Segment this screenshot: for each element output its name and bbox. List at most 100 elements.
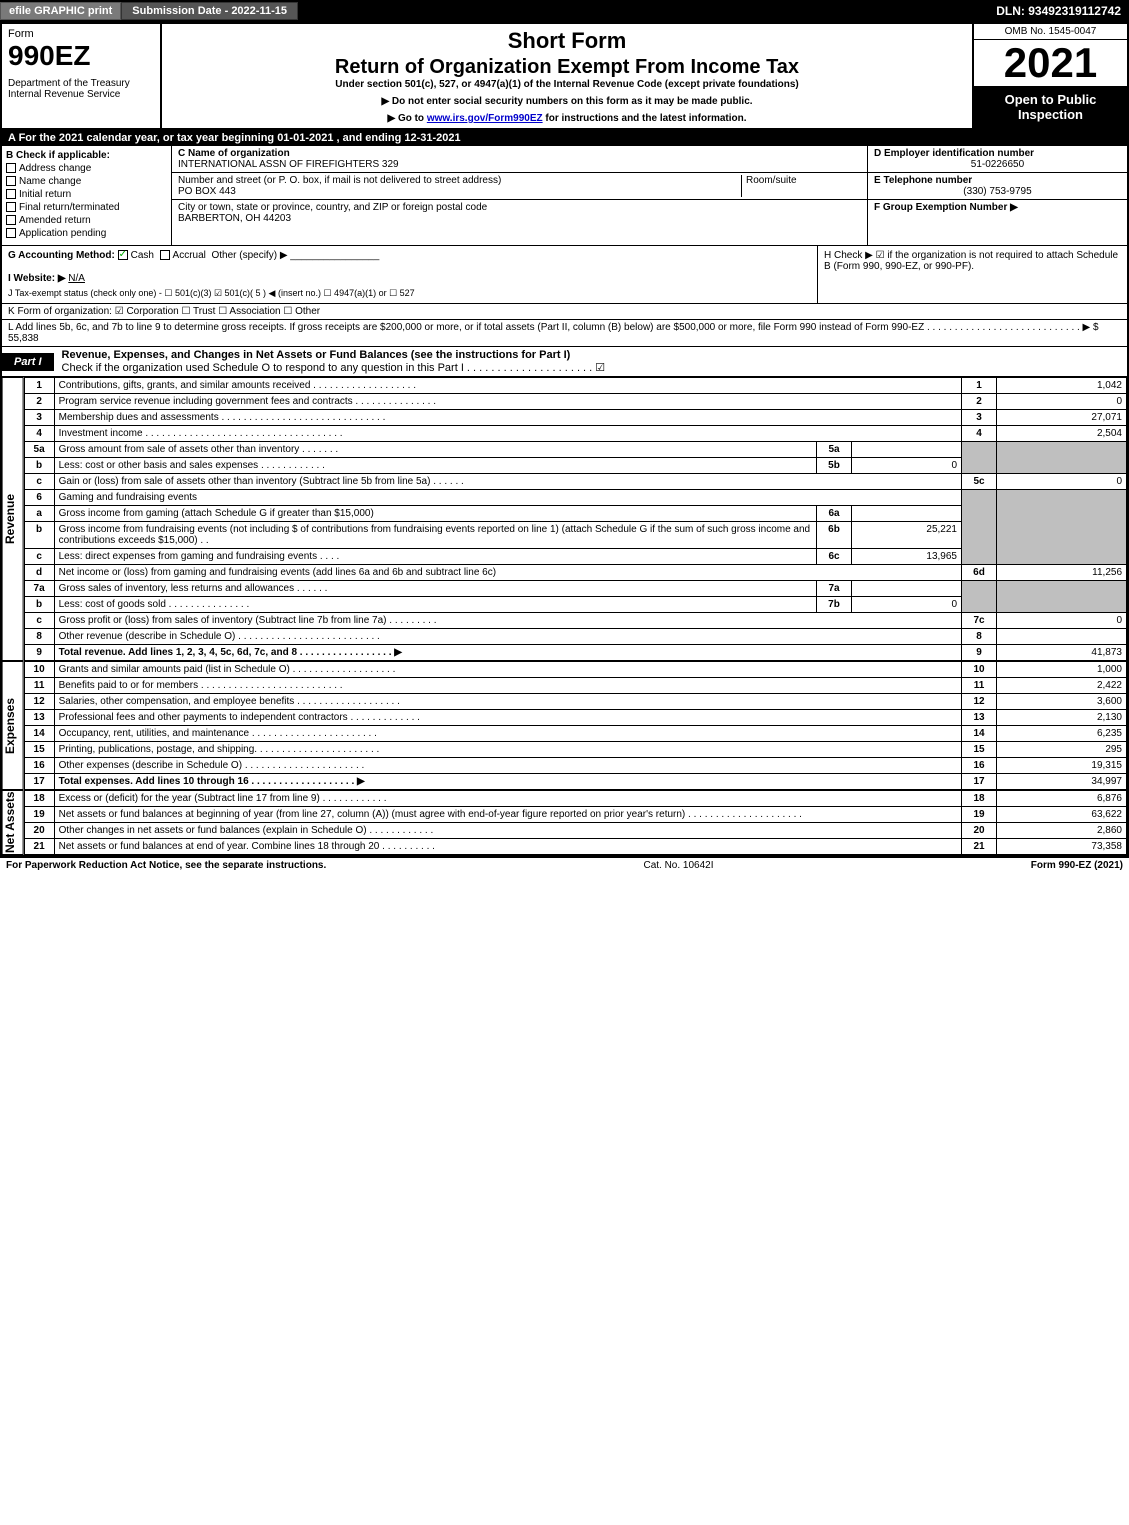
ein-value: 51-0226650 xyxy=(874,159,1121,170)
tel-label: E Telephone number xyxy=(874,175,972,186)
form-990ez: Form 990EZ Department of the Treasury In… xyxy=(0,22,1129,857)
revenue-side-label: Revenue xyxy=(2,377,24,661)
box-c: C Name of organization INTERNATIONAL ASS… xyxy=(172,146,867,245)
netassets-side-label: Net Assets xyxy=(2,790,24,855)
row-13: 13Professional fees and other payments t… xyxy=(24,710,1126,726)
submission-date: Submission Date - 2022-11-15 xyxy=(121,2,298,20)
netassets-section: Net Assets 18Excess or (deficit) for the… xyxy=(2,790,1127,855)
irs-link[interactable]: www.irs.gov/Form990EZ xyxy=(427,113,543,124)
org-address: PO BOX 443 xyxy=(178,186,236,197)
line-l-amount: 55,838 xyxy=(8,333,39,344)
row-1: 1Contributions, gifts, grants, and simil… xyxy=(24,378,1126,394)
ghi-block: G Accounting Method: Cash Accrual Other … xyxy=(2,246,1127,304)
row-8: 8Other revenue (describe in Schedule O) … xyxy=(24,629,1126,645)
row-7b: bLess: cost of goods sold . . . . . . . … xyxy=(24,597,1126,613)
instruction-1: ▶ Do not enter social security numbers o… xyxy=(166,96,968,107)
dln-number: DLN: 93492319112742 xyxy=(988,4,1129,18)
tax-year: 2021 xyxy=(974,40,1127,86)
org-city: BARBERTON, OH 44203 xyxy=(178,213,291,224)
box-def: D Employer identification number 51-0226… xyxy=(867,146,1127,245)
tel-value: (330) 753-9795 xyxy=(874,186,1121,197)
form-number: 990EZ xyxy=(8,40,154,72)
chk-accrual[interactable] xyxy=(160,250,170,260)
c-city-label: City or town, state or province, country… xyxy=(178,202,487,213)
group-exemption-cell: F Group Exemption Number ▶ xyxy=(868,200,1127,215)
row-14: 14Occupancy, rent, utilities, and mainte… xyxy=(24,726,1126,742)
chk-amended-return[interactable]: Amended return xyxy=(6,215,167,226)
department: Department of the Treasury Internal Reve… xyxy=(8,78,154,100)
row-5b: bLess: cost or other basis and sales exp… xyxy=(24,458,1126,474)
line-a: A For the 2021 calendar year, or tax yea… xyxy=(2,130,1127,146)
part-1-header: Part I Revenue, Expenses, and Changes in… xyxy=(2,347,1127,377)
part-1-check: Check if the organization used Schedule … xyxy=(62,362,606,374)
top-bar: efile GRAPHIC print Submission Date - 20… xyxy=(0,0,1129,22)
ein-label: D Employer identification number xyxy=(874,148,1034,159)
ein-cell: D Employer identification number 51-0226… xyxy=(868,146,1127,173)
row-7a: 7aGross sales of inventory, less returns… xyxy=(24,581,1126,597)
row-4: 4Investment income . . . . . . . . . . .… xyxy=(24,426,1126,442)
org-address-cell: Number and street (or P. O. box, if mail… xyxy=(172,173,867,200)
form-title-1: Short Form xyxy=(166,28,968,54)
row-2: 2Program service revenue including gover… xyxy=(24,394,1126,410)
header-right: OMB No. 1545-0047 2021 Open to Public In… xyxy=(972,24,1127,128)
form-header: Form 990EZ Department of the Treasury In… xyxy=(2,24,1127,130)
room-label: Room/suite xyxy=(746,175,797,186)
line-j: J Tax-exempt status (check only one) - ☐… xyxy=(8,288,811,299)
expenses-table: 10Grants and similar amounts paid (list … xyxy=(24,661,1127,790)
footer-left: For Paperwork Reduction Act Notice, see … xyxy=(6,860,326,871)
footer-form-ref: Form 990-EZ (2021) xyxy=(1031,860,1123,871)
row-6: 6Gaming and fundraising events xyxy=(24,490,1126,506)
omb-number: OMB No. 1545-0047 xyxy=(974,24,1127,40)
line-k: K Form of organization: ☑ Corporation ☐ … xyxy=(2,304,1127,320)
chk-final-return[interactable]: Final return/terminated xyxy=(6,202,167,213)
form-word: Form xyxy=(8,28,154,40)
org-name-cell: C Name of organization INTERNATIONAL ASS… xyxy=(172,146,867,173)
row-6d: dNet income or (loss) from gaming and fu… xyxy=(24,565,1126,581)
revenue-section: Revenue 1Contributions, gifts, grants, a… xyxy=(2,377,1127,661)
telephone-cell: E Telephone number (330) 753-9795 xyxy=(868,173,1127,200)
form-title-2: Return of Organization Exempt From Incom… xyxy=(166,56,968,79)
entity-block: B Check if applicable: Address change Na… xyxy=(2,146,1127,246)
efile-print-button[interactable]: efile GRAPHIC print xyxy=(0,2,121,20)
netassets-table: 18Excess or (deficit) for the year (Subt… xyxy=(24,790,1127,855)
chk-cash[interactable] xyxy=(118,250,128,260)
header-left: Form 990EZ Department of the Treasury In… xyxy=(2,24,162,128)
row-20: 20Other changes in net assets or fund ba… xyxy=(24,823,1126,839)
row-17: 17Total expenses. Add lines 10 through 1… xyxy=(24,774,1126,790)
expenses-side-label: Expenses xyxy=(2,661,24,790)
chk-application-pending[interactable]: Application pending xyxy=(6,228,167,239)
line-i: I Website: ▶ N/A xyxy=(8,273,811,284)
row-15: 15Printing, publications, postage, and s… xyxy=(24,742,1126,758)
line-h: H Check ▶ ☑ if the organization is not r… xyxy=(817,246,1127,303)
part-1-title: Revenue, Expenses, and Changes in Net As… xyxy=(54,347,1127,376)
row-9: 9Total revenue. Add lines 1, 2, 3, 4, 5c… xyxy=(24,645,1126,661)
row-21: 21Net assets or fund balances at end of … xyxy=(24,839,1126,855)
box-b: B Check if applicable: Address change Na… xyxy=(2,146,172,245)
row-16: 16Other expenses (describe in Schedule O… xyxy=(24,758,1126,774)
row-10: 10Grants and similar amounts paid (list … xyxy=(24,662,1126,678)
row-5c: cGain or (loss) from sale of assets othe… xyxy=(24,474,1126,490)
row-6a: aGross income from gaming (attach Schedu… xyxy=(24,506,1126,522)
chk-initial-return[interactable]: Initial return xyxy=(6,189,167,200)
website-value: N/A xyxy=(68,273,85,284)
header-middle: Short Form Return of Organization Exempt… xyxy=(162,24,972,128)
footer-cat-no: Cat. No. 10642I xyxy=(326,860,1030,871)
line-g-i: G Accounting Method: Cash Accrual Other … xyxy=(2,246,817,303)
box-b-head: B Check if applicable: xyxy=(6,150,110,161)
instruction-2: ▶ Go to www.irs.gov/Form990EZ for instru… xyxy=(166,113,968,124)
row-3: 3Membership dues and assessments . . . .… xyxy=(24,410,1126,426)
open-to-public: Open to Public Inspection xyxy=(974,86,1127,128)
part-1-tab: Part I xyxy=(2,353,54,371)
instr2-post: for instructions and the latest informat… xyxy=(543,113,747,124)
row-19: 19Net assets or fund balances at beginni… xyxy=(24,807,1126,823)
revenue-table: 1Contributions, gifts, grants, and simil… xyxy=(24,377,1127,661)
c-addr-label: Number and street (or P. O. box, if mail… xyxy=(178,175,501,186)
line-g: G Accounting Method: Cash Accrual Other … xyxy=(8,250,811,261)
chk-name-change[interactable]: Name change xyxy=(6,176,167,187)
row-18: 18Excess or (deficit) for the year (Subt… xyxy=(24,791,1126,807)
org-name: INTERNATIONAL ASSN OF FIREFIGHTERS 329 xyxy=(178,159,399,170)
c-name-label: C Name of organization xyxy=(178,148,290,159)
row-6c: cLess: direct expenses from gaming and f… xyxy=(24,549,1126,565)
page-footer: For Paperwork Reduction Act Notice, see … xyxy=(0,857,1129,873)
chk-address-change[interactable]: Address change xyxy=(6,163,167,174)
